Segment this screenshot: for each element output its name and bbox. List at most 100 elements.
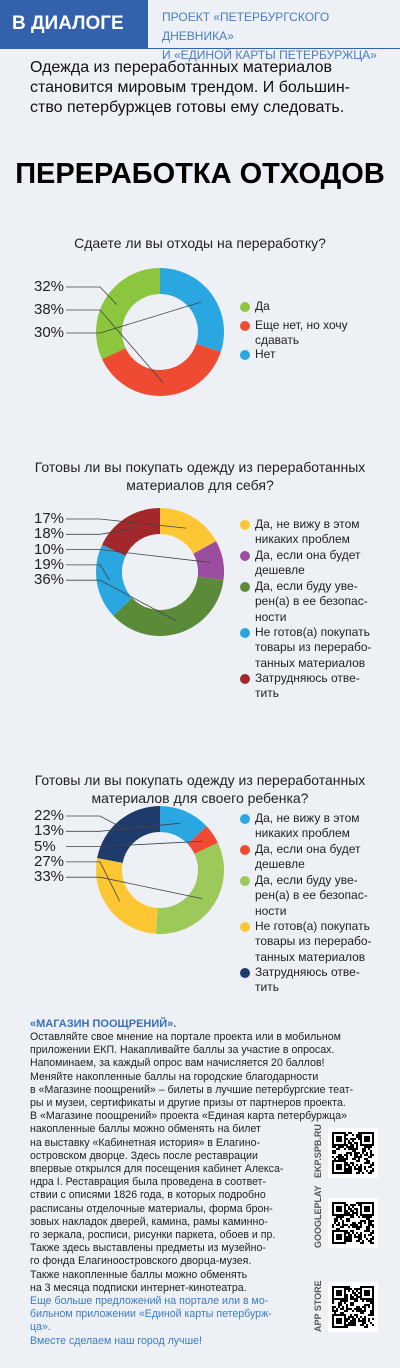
qr-module: [332, 1172, 334, 1174]
leader-line: [66, 822, 181, 832]
qr-module: [344, 1132, 346, 1134]
qr-module: [350, 1304, 352, 1306]
qr-module: [338, 1210, 340, 1212]
qr-module: [346, 1296, 348, 1298]
qr-module: [352, 1210, 354, 1212]
qr-module: [360, 1324, 362, 1326]
qr-module: [350, 1296, 352, 1298]
qr-module: [364, 1310, 366, 1312]
qr-label: EKP.SPB.RU: [313, 1124, 323, 1178]
qr-module: [348, 1208, 350, 1210]
qr-module: [344, 1134, 346, 1136]
qr-module: [342, 1308, 344, 1310]
qr-module: [352, 1296, 354, 1298]
qr-module: [348, 1142, 350, 1144]
qr-module: [336, 1144, 338, 1146]
qr-module: [354, 1294, 356, 1296]
qr-module: [352, 1216, 354, 1218]
qr-module: [364, 1150, 366, 1152]
qr-module: [348, 1146, 350, 1148]
qr-module: [354, 1168, 356, 1170]
qr-module: [352, 1290, 354, 1292]
qr-module: [338, 1160, 340, 1162]
qr-module: [346, 1156, 348, 1158]
qr-module: [338, 1304, 340, 1306]
qr-module: [368, 1172, 370, 1174]
qr-module: [334, 1306, 336, 1308]
qr-module: [364, 1294, 366, 1296]
footer-more: Еще больше предложений на портале или в …: [30, 1295, 272, 1334]
qr-module: [364, 1326, 366, 1328]
qr-label: GOOGLEPLAY: [313, 1185, 323, 1248]
qr-module: [368, 1132, 370, 1134]
qr-module: [352, 1324, 354, 1326]
qr-module: [344, 1144, 346, 1146]
value-label: 27%: [34, 852, 65, 870]
qr-module: [366, 1154, 368, 1156]
qr-module: [370, 1302, 372, 1304]
qr-module: [338, 1206, 340, 1208]
qr-module: [338, 1238, 340, 1240]
qr-module: [332, 1160, 334, 1162]
qr-module: [360, 1232, 362, 1234]
qr-module: [342, 1146, 344, 1148]
qr-module: [340, 1294, 342, 1296]
qr-module: [336, 1290, 338, 1292]
qr-module: [356, 1148, 358, 1150]
qr-module: [372, 1202, 374, 1204]
badge-box: [0, 0, 148, 48]
qr-module: [342, 1216, 344, 1218]
qr-module: [332, 1242, 334, 1244]
qr-module: [360, 1298, 362, 1300]
qr-module: [368, 1138, 370, 1140]
leader-line: [66, 815, 128, 832]
qr-module: [372, 1292, 374, 1294]
qr-module: [344, 1232, 346, 1234]
qr-module: [348, 1288, 350, 1290]
qr-module: [336, 1216, 338, 1218]
qr-module: [342, 1226, 344, 1228]
qr-module: [332, 1134, 334, 1136]
donut-slice: [187, 826, 218, 854]
qr-module: [372, 1310, 374, 1312]
qr-module: [352, 1206, 354, 1208]
qr-module: [342, 1298, 344, 1300]
legend-marker: [240, 814, 250, 824]
qr-module: [338, 1208, 340, 1210]
qr-module: [340, 1312, 342, 1314]
qr-module: [358, 1158, 360, 1160]
qr-module: [364, 1168, 366, 1170]
qr-module: [338, 1214, 340, 1216]
donut-slice: [160, 508, 217, 554]
value-label: 5%: [34, 837, 56, 855]
qr-module: [340, 1138, 342, 1140]
qr-module: [344, 1140, 346, 1142]
qr-module: [348, 1212, 350, 1214]
qr-module: [332, 1314, 334, 1316]
qr-module: [346, 1170, 348, 1172]
qr-module: [358, 1134, 360, 1136]
qr-module: [346, 1220, 348, 1222]
qr-module: [362, 1242, 364, 1244]
qr-module: [360, 1140, 362, 1142]
qr-module: [334, 1286, 336, 1288]
qr-module: [360, 1222, 362, 1224]
qr-module: [344, 1172, 346, 1174]
qr-module: [372, 1140, 374, 1142]
qr-module: [340, 1308, 342, 1310]
qr-module: [366, 1170, 368, 1172]
qr-module: [346, 1304, 348, 1306]
qr-module: [368, 1292, 370, 1294]
qr-module: [358, 1310, 360, 1312]
qr-module: [370, 1220, 372, 1222]
qr-module: [334, 1326, 336, 1328]
qr-module: [368, 1290, 370, 1292]
qr-module: [332, 1146, 334, 1148]
qr-module: [346, 1310, 348, 1312]
qr-module: [340, 1168, 342, 1170]
qr-module: [356, 1136, 358, 1138]
qr-module: [340, 1164, 342, 1166]
qr-module: [354, 1148, 356, 1150]
qr-module: [368, 1208, 370, 1210]
badge: В ДИАЛОГЕ: [12, 13, 124, 34]
